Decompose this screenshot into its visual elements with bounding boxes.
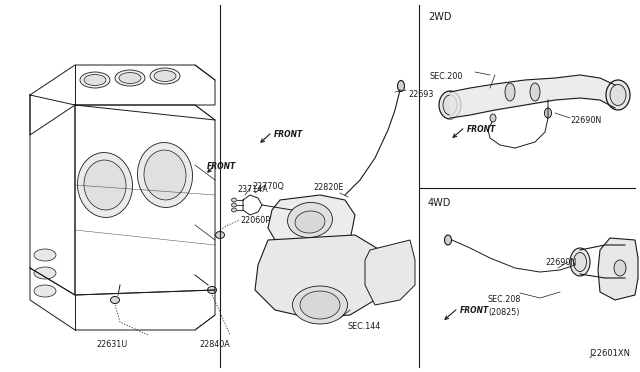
Text: 22840A: 22840A	[200, 340, 230, 349]
Ellipse shape	[111, 296, 120, 304]
Text: J22601XN: J22601XN	[589, 349, 630, 358]
Ellipse shape	[207, 286, 216, 294]
Ellipse shape	[34, 249, 56, 261]
Text: (20825): (20825)	[488, 308, 520, 317]
Text: SEC.208: SEC.208	[488, 295, 522, 304]
Ellipse shape	[505, 83, 515, 101]
Ellipse shape	[84, 160, 126, 210]
Text: FRONT: FRONT	[207, 162, 236, 171]
Ellipse shape	[34, 267, 56, 279]
Ellipse shape	[490, 114, 496, 122]
Ellipse shape	[295, 211, 325, 233]
Ellipse shape	[545, 108, 552, 118]
Ellipse shape	[34, 285, 56, 297]
Text: 22690N: 22690N	[570, 116, 601, 125]
Ellipse shape	[443, 95, 457, 115]
Ellipse shape	[610, 84, 626, 106]
Ellipse shape	[154, 71, 176, 81]
Text: 22693: 22693	[408, 90, 433, 99]
Ellipse shape	[232, 198, 237, 202]
Ellipse shape	[144, 150, 186, 200]
Text: 23714A: 23714A	[237, 185, 268, 194]
Text: 22770Q: 22770Q	[252, 182, 284, 191]
Ellipse shape	[80, 72, 110, 88]
Text: 22631U: 22631U	[97, 340, 127, 349]
Ellipse shape	[606, 80, 630, 110]
Ellipse shape	[573, 253, 586, 272]
Ellipse shape	[439, 91, 461, 119]
Polygon shape	[255, 235, 385, 318]
Ellipse shape	[287, 202, 332, 238]
Text: FRONT: FRONT	[467, 125, 496, 134]
Ellipse shape	[138, 142, 193, 208]
Ellipse shape	[150, 68, 180, 84]
Text: 22820E: 22820E	[313, 183, 344, 192]
Ellipse shape	[84, 74, 106, 86]
Polygon shape	[365, 240, 415, 305]
Text: SEC.144: SEC.144	[348, 322, 381, 331]
Text: SEC.200: SEC.200	[430, 72, 463, 81]
Text: FRONT: FRONT	[460, 306, 489, 315]
Text: 22690N: 22690N	[545, 258, 576, 267]
Ellipse shape	[445, 235, 451, 245]
Ellipse shape	[232, 208, 237, 212]
Ellipse shape	[614, 260, 626, 276]
Text: 22060P: 22060P	[240, 216, 270, 225]
Ellipse shape	[216, 231, 225, 238]
Text: FRONT: FRONT	[274, 130, 303, 139]
Ellipse shape	[397, 80, 404, 92]
Ellipse shape	[119, 73, 141, 83]
Ellipse shape	[570, 248, 590, 276]
Ellipse shape	[115, 70, 145, 86]
Ellipse shape	[232, 203, 237, 207]
Ellipse shape	[530, 83, 540, 101]
Ellipse shape	[77, 153, 132, 218]
Polygon shape	[598, 238, 638, 300]
Text: 2WD: 2WD	[428, 12, 451, 22]
Ellipse shape	[292, 286, 348, 324]
Ellipse shape	[300, 291, 340, 319]
Text: 4WD: 4WD	[428, 198, 451, 208]
Polygon shape	[268, 195, 355, 255]
